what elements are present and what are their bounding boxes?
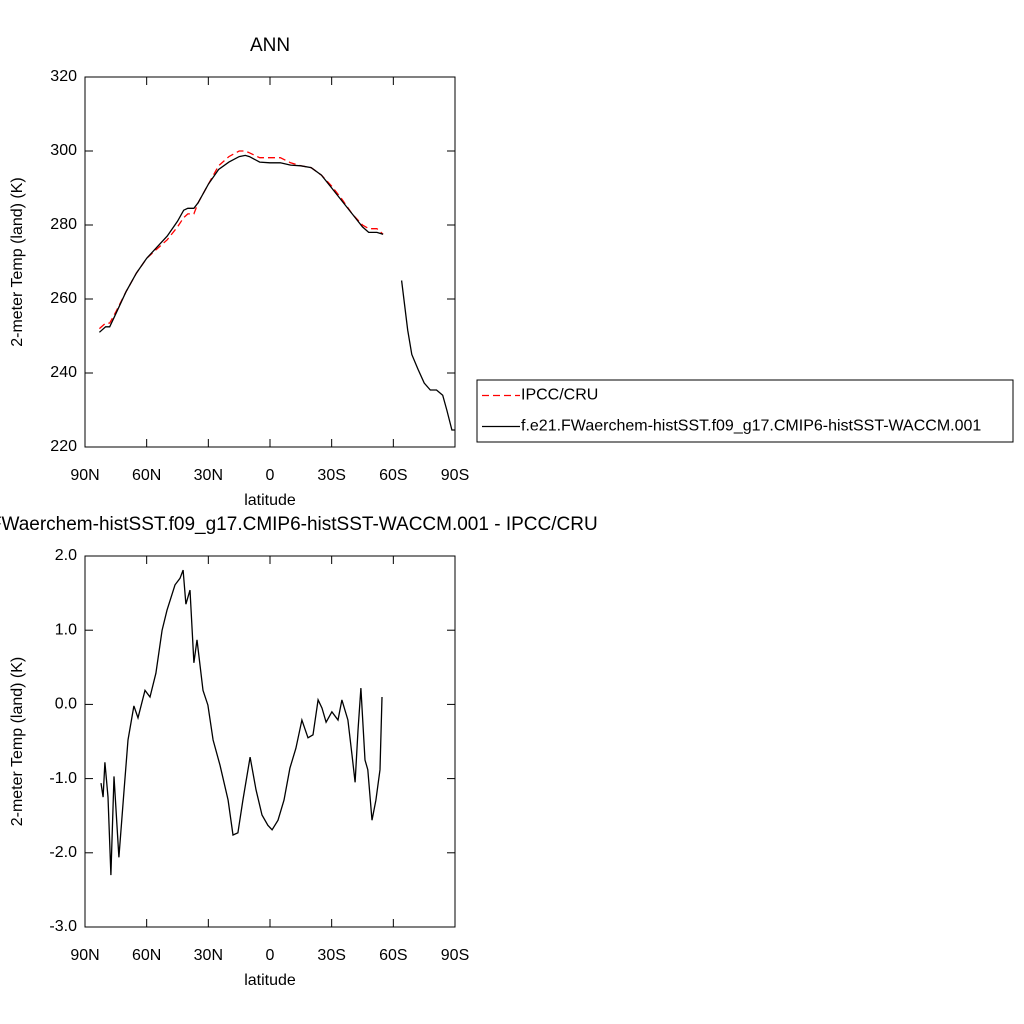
x-tick-label: 0 <box>266 947 275 964</box>
y-tick-label: 220 <box>50 438 77 455</box>
y-tick-label: 0.0 <box>55 696 77 713</box>
y-axis-label: 2-meter Temp (land) (K) <box>9 177 26 347</box>
data-line <box>98 154 455 431</box>
x-tick-label: 60S <box>379 947 407 964</box>
y-tick-label: -1.0 <box>49 770 77 787</box>
y-tick-label: 320 <box>50 68 77 85</box>
y-tick-label: 300 <box>50 142 77 159</box>
x-tick-label: 60N <box>132 947 161 964</box>
x-tick-label: 90S <box>441 947 469 964</box>
legend-box <box>476 379 1014 443</box>
y-tick-label: -2.0 <box>49 844 77 861</box>
legend-label: f.e21.FWaerchem-histSST.f09_g17.CMIP6-hi… <box>521 418 981 435</box>
y-tick-label: -3.0 <box>49 918 77 935</box>
x-tick-label: 30N <box>194 947 223 964</box>
x-tick-label: 30S <box>317 467 345 484</box>
x-tick-label: 30S <box>317 947 345 964</box>
x-tick-label: 90S <box>441 467 469 484</box>
x-tick-label: 90N <box>70 467 99 484</box>
chart-title: ANN <box>250 35 290 56</box>
y-tick-label: 240 <box>50 364 77 381</box>
chart-title: f.e21.FWaerchem-histSST.f09_g17.CMIP6-hi… <box>0 514 598 535</box>
y-axis-label: 2-meter Temp (land) (K) <box>9 657 26 827</box>
y-tick-label: 2.0 <box>55 547 77 564</box>
x-tick-label: 60S <box>379 467 407 484</box>
y-tick-label: 1.0 <box>55 621 77 638</box>
x-axis-label: latitude <box>244 972 296 989</box>
x-tick-label: 30N <box>194 467 223 484</box>
x-tick-label: 90N <box>70 947 99 964</box>
x-axis-label: latitude <box>244 492 296 509</box>
plot-frame <box>84 76 456 448</box>
x-tick-label: 60N <box>132 467 161 484</box>
plot-frame <box>84 555 456 928</box>
data-line <box>100 569 383 876</box>
x-tick-label: 0 <box>266 467 275 484</box>
y-tick-label: 280 <box>50 216 77 233</box>
y-tick-label: 260 <box>50 290 77 307</box>
legend-label: IPCC/CRU <box>521 387 598 404</box>
data-line <box>98 150 384 330</box>
